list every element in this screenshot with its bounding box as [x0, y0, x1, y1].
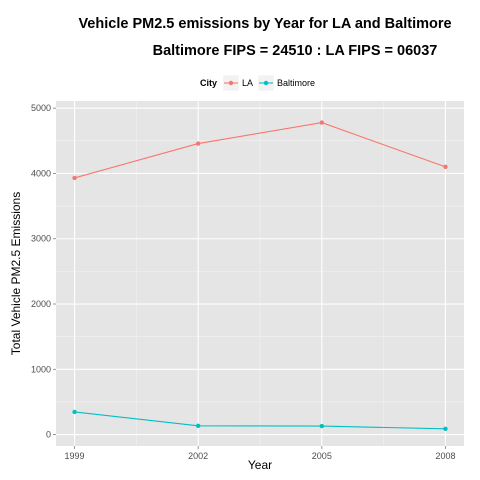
- legend-key-point-baltimore: [263, 80, 269, 86]
- series-line-la: [74, 122, 446, 179]
- legend-label-la: LA: [242, 78, 253, 88]
- data-point-la: [443, 164, 448, 170]
- x-tick-label: 1999: [65, 451, 85, 461]
- chart-title: Vehicle PM2.5 emissions by Year for LA a…: [78, 16, 451, 32]
- y-tick-label: 5000: [31, 103, 51, 113]
- y-tick-label: 3000: [31, 234, 51, 244]
- y-axis-title: Total Vehicle PM2.5 Emissions: [9, 192, 23, 355]
- x-tick-label: 2002: [188, 451, 208, 461]
- y-tick-label: 0: [46, 430, 51, 440]
- series-line-baltimore: [74, 411, 446, 430]
- data-point-la: [195, 141, 201, 146]
- chart-subtitle: Baltimore FIPS = 24510 : LA FIPS = 06037: [153, 43, 438, 59]
- data-point-baltimore: [72, 409, 77, 415]
- data-point-la: [319, 120, 325, 125]
- data-point-baltimore: [195, 423, 201, 429]
- legend-key-point-la: [228, 80, 234, 86]
- x-tick-label: 2008: [435, 451, 455, 461]
- data-point-la: [72, 175, 77, 181]
- y-tick-label: 4000: [31, 168, 51, 178]
- data-point-baltimore: [319, 423, 325, 429]
- legend-label-baltimore: Baltimore: [277, 78, 315, 88]
- data-point-baltimore: [443, 426, 448, 431]
- x-axis-title: Year: [248, 458, 272, 472]
- y-tick-label: 1000: [31, 364, 51, 374]
- legend: City LA Baltimore: [200, 74, 315, 92]
- legend-title: City: [200, 78, 217, 88]
- x-tick-label: 2005: [312, 451, 332, 461]
- y-tick-label: 2000: [31, 299, 51, 309]
